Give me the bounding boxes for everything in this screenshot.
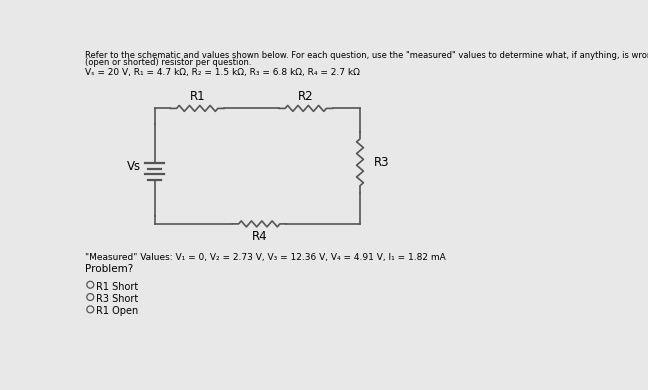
Text: R4: R4 (251, 230, 267, 243)
Circle shape (87, 294, 94, 301)
Text: Vs: Vs (126, 160, 141, 173)
Text: "Measured" Values: V₁ = 0, V₂ = 2.73 V, V₃ = 12.36 V, V₄ = 4.91 V, I₁ = 1.82 mA: "Measured" Values: V₁ = 0, V₂ = 2.73 V, … (85, 253, 446, 262)
Text: R2: R2 (298, 90, 314, 103)
Text: R3: R3 (374, 156, 389, 169)
Text: R1 Short: R1 Short (97, 282, 139, 292)
Text: Refer to the schematic and values shown below. For each question, use the "measu: Refer to the schematic and values shown … (85, 51, 648, 60)
Text: R1: R1 (189, 90, 205, 103)
Text: (open or shorted) resistor per question.: (open or shorted) resistor per question. (85, 58, 251, 67)
Text: Problem?: Problem? (85, 264, 133, 274)
Text: R1 Open: R1 Open (97, 306, 139, 316)
Circle shape (87, 281, 94, 288)
Text: Vₛ = 20 V, R₁ = 4.7 kΩ, R₂ = 1.5 kΩ, R₃ = 6.8 kΩ, R₄ = 2.7 kΩ: Vₛ = 20 V, R₁ = 4.7 kΩ, R₂ = 1.5 kΩ, R₃ … (85, 68, 360, 77)
Circle shape (87, 306, 94, 313)
Text: R3 Short: R3 Short (97, 294, 139, 304)
